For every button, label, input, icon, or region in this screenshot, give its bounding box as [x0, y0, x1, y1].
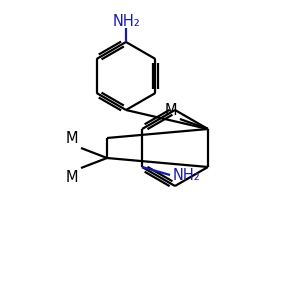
- Text: M: M: [164, 103, 177, 118]
- Text: NH₂: NH₂: [112, 14, 140, 29]
- Text: NH₂: NH₂: [172, 169, 200, 184]
- Text: M: M: [65, 170, 78, 185]
- Text: M: M: [65, 131, 78, 146]
